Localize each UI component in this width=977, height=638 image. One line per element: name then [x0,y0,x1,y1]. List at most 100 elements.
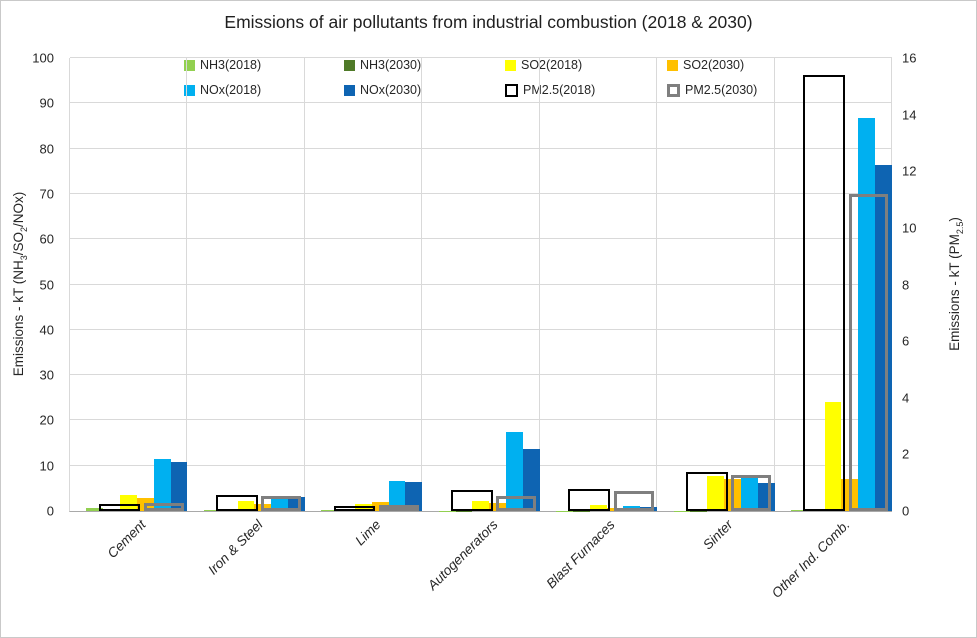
h-gridline [70,102,892,104]
left-axis-title: Emissions - kT (NH3/SO2/NOx) [11,192,29,377]
x-axis-label-sinter: Sinter [699,517,736,553]
bar-nox-2030- [522,448,540,511]
legend-item-so2-2018-: SO2(2018) [505,58,582,72]
left-axis-tick-label: 50 [39,277,54,292]
bar-pm2-5-2018- [568,489,611,511]
bar-so2-2018- [824,402,842,511]
legend-item-so2-2030-: SO2(2030) [667,58,744,72]
category-group-autogenerators [422,58,540,511]
legend-swatch-icon [184,59,195,71]
bar-pm2-5-2030- [261,496,302,511]
left-axis-title-sub: 3 [18,255,29,261]
bar-pm2-5-2018- [216,494,258,511]
category-group-cement [70,58,188,511]
bar-so2-2018- [472,501,490,511]
legend-label: NOx(2018) [200,83,262,97]
bar-pm2-5-2018- [333,506,376,511]
v-gridline [538,58,540,511]
legend-item-nox-2030-: NOx(2030) [344,83,421,97]
category-group-other-ind-comb- [775,58,892,511]
bar-nh3-2018- [86,507,104,511]
legend-label: SO2(2018) [521,58,583,72]
h-gridline [70,192,892,194]
right-axis-tick-label: 8 [902,277,910,292]
right-axis-tick-label: 6 [902,333,910,349]
bar-pm2-5-2018- [685,472,728,511]
x-axis-label-cement: Cement [104,517,149,562]
legend-label: PM2.5(2018) [523,83,596,97]
h-gridline [70,283,892,285]
left-axis-title-sub: 2 [18,226,29,232]
legend-swatch-icon [344,84,355,96]
bar-so2-2018- [707,476,725,511]
x-axis-label-lime: Lime [351,517,384,549]
bar-nox-2018- [506,431,523,511]
bar-nox-2018- [858,118,876,511]
bar-nh3-2018- [791,509,808,511]
bar-nox-2018- [388,481,406,511]
left-axis-tick-label: 10 [39,458,54,474]
bar-pm2-5-2030- [613,490,654,511]
left-axis-tick-label: 100 [32,50,54,66]
chart-title: Emissions of air pollutants from industr… [224,12,753,32]
right-axis-tick-label: 0 [902,503,910,519]
x-axis-label-iron-steel: Iron & Steel [205,517,266,578]
left-axis-tick-label: 90 [39,95,54,111]
h-gridline [70,464,892,466]
v-gridline [773,58,775,511]
category-group-blast-furnaces [540,58,658,511]
right-axis-ticks: 0 2 4 6 8 10 12 14 16 [895,51,945,519]
legend-swatch-icon [184,84,195,96]
right-axis-tick-label: 2 [902,446,910,462]
x-axis-label-other-ind-comb-: Other Ind. Comb. [769,517,853,601]
bar-pm2-5-2018- [451,490,493,511]
bar-nox-2030- [405,482,423,511]
legend-item-nox-2018-: NOx(2018) [184,83,261,97]
legend-swatch-icon [344,59,355,71]
legend-swatch-icon [505,83,518,97]
bar-nox-2030- [170,462,188,511]
right-axis-tick-label: 12 [902,163,917,179]
category-group-iron-steel [187,58,305,511]
v-gridline [303,58,305,511]
left-axis-title-text: Emissions - kT (NH [11,260,27,377]
h-gridline [70,374,892,376]
left-axis-tick-label: 0 [46,503,54,519]
legend-item-pm2-5-2030-: PM2.5(2030) [667,83,757,97]
bar-nox-2018- [740,477,758,511]
plot-area [69,57,892,512]
legend-label: SO2(2030) [683,58,745,72]
legend-item-nh3-2018-: NH3(2018) [184,58,261,72]
bar-so2-2018- [237,501,255,511]
right-axis-title-sub: 2.5 [954,221,965,235]
left-axis-tick-label: 60 [39,231,54,247]
v-gridline [421,58,423,511]
legend-label: NOx(2030) [360,83,422,97]
left-axis-tick-label: 40 [39,322,54,338]
h-gridline [70,419,892,421]
left-axis-tick-label: 70 [39,186,54,202]
right-axis-title: Emissions - kT (PM2.5) [947,217,965,351]
h-gridline [70,147,892,149]
legend-label: NH3(2030) [360,58,422,72]
bar-pm2-5-2030- [143,503,184,511]
bar-so2-2018- [589,505,607,511]
right-axis-tick-label: 4 [902,390,910,406]
bar-pm2-5-2018- [803,75,845,511]
bar-pm2-5-2030- [378,504,419,511]
v-gridline [186,58,188,511]
bar-pm2-5-2018- [98,503,141,511]
bar-pm2-5-2030- [731,475,772,511]
right-axis-tick-label: 14 [902,107,917,123]
legend-item-pm2-5-2018-: PM2.5(2018) [505,83,595,97]
left-axis-ticks: 0 10 20 30 40 50 60 70 80 90 100 [1,51,63,519]
legend-item-nh3-2030-: NH3(2030) [344,58,421,72]
bar-nh3-2018- [203,510,221,511]
right-axis-title-text: ) [947,217,963,222]
legend-label: PM2.5(2030) [685,83,758,97]
x-axis-label-blast-furnaces: Blast Furnaces [543,517,619,592]
legend-label: NH3(2018) [200,58,262,72]
bar-nh3-2018- [321,510,339,511]
category-group-lime [305,58,423,511]
